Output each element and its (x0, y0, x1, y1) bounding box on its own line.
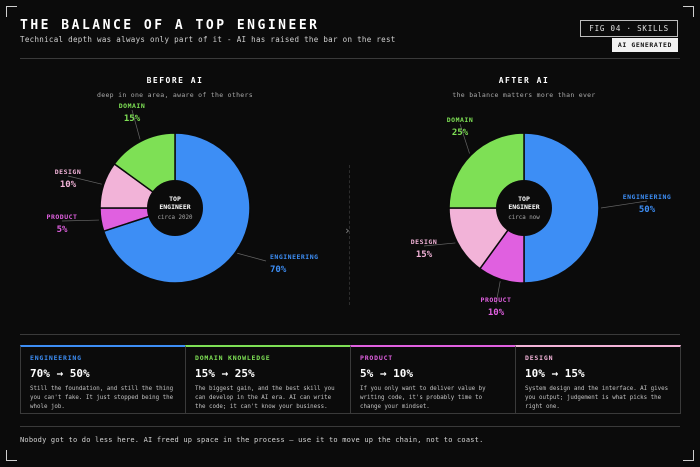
divider (20, 58, 680, 59)
slice-name-label: DESIGN (55, 168, 81, 176)
divider (20, 334, 680, 335)
center-label: TOP (518, 195, 530, 203)
panel-design: DESIGN 10% → 15% System design and the i… (515, 345, 681, 414)
after-ai-chart: AFTER AI the balance matters more than e… (374, 76, 674, 99)
slice-name-label: PRODUCT (481, 296, 512, 304)
center-sublabel: circa now (508, 215, 540, 221)
donut-hole (147, 180, 203, 236)
panel-title: PRODUCT (360, 354, 393, 362)
slice-value-label: 15% (124, 114, 141, 124)
center-label: ENGINEER (508, 203, 539, 211)
panel-title: DOMAIN KNOWLEDGE (195, 354, 271, 362)
pie-slice-engineering (523, 132, 600, 284)
panel-value: 5% → 10% (360, 367, 413, 380)
leader-line (61, 219, 99, 222)
leader-line (237, 252, 267, 262)
slice-value-label: 25% (452, 128, 469, 138)
panel-description: The biggest gain, and the best skill you… (195, 386, 335, 410)
figure-tag: FIG 04 · SKILLS (580, 20, 678, 37)
ai-generated-badge: AI GENERATED (611, 38, 678, 52)
slice-name-label: ENGINEERING (623, 193, 672, 201)
slice-name-label: DOMAIN (447, 116, 473, 124)
leader-line (495, 281, 501, 305)
corner-mark (683, 6, 694, 17)
chevron-right-icon: › (344, 224, 351, 237)
panel-value: 15% → 25% (195, 367, 255, 380)
slice-value-label: 10% (488, 308, 505, 318)
chart-subtitle: the balance matters more than ever (452, 91, 596, 99)
panel-value: 10% → 15% (525, 367, 585, 380)
corner-mark (683, 450, 694, 461)
leader-line (459, 123, 470, 154)
page-title: THE BALANCE OF A TOP ENGINEER (20, 18, 320, 33)
leader-line (423, 242, 456, 247)
donut-hole (496, 180, 552, 236)
panel-domain-knowledge: DOMAIN KNOWLEDGE 15% → 25% The biggest g… (185, 345, 351, 414)
leader-line (67, 175, 102, 185)
slice-name-label: ENGINEERING (270, 253, 319, 261)
before-ai-chart: BEFORE AI deep in one area, aware of the… (25, 76, 325, 99)
corner-mark (6, 450, 17, 461)
slice-value-label: 70% (270, 265, 287, 275)
panel-description: System design and the interface. AI give… (525, 386, 669, 410)
chart-subtitle: deep in one area, aware of the others (97, 91, 253, 99)
panel-description: If you only want to deliver value by wri… (360, 386, 486, 410)
center-label: ENGINEER (159, 203, 190, 211)
slice-name-label: DOMAIN (119, 102, 145, 110)
page-subtitle: Technical depth was always only part of … (20, 35, 396, 44)
panel-value: 70% → 50% (30, 367, 90, 380)
footer-note: Nobody got to do less here. AI freed up … (20, 436, 484, 444)
slice-value-label: 10% (60, 180, 77, 190)
slice-value-label: 15% (416, 250, 433, 260)
panel-engineering: ENGINEERING 70% → 50% Still the foundati… (20, 345, 186, 414)
slice-value-label: 50% (639, 205, 656, 215)
center-label: TOP (169, 195, 181, 203)
panel-title: DESIGN (525, 354, 554, 362)
leader-line (131, 109, 141, 140)
center-divider (349, 165, 350, 305)
panel-product: PRODUCT 5% → 10% If you only want to del… (350, 345, 516, 414)
slice-value-label: 5% (57, 225, 68, 235)
chart-title: BEFORE AI (146, 76, 204, 85)
leader-line (600, 200, 648, 209)
panel-title: ENGINEERING (30, 354, 82, 362)
slice-name-label: PRODUCT (47, 213, 78, 221)
chart-title: AFTER AI (498, 76, 550, 85)
skill-panels: ENGINEERING 70% → 50% Still the foundati… (20, 345, 681, 414)
corner-mark (6, 6, 17, 17)
slice-name-label: DESIGN (411, 238, 437, 246)
panel-description: Still the foundation, and still the thin… (30, 386, 174, 410)
divider (20, 426, 680, 427)
center-sublabel: circa 2020 (158, 215, 193, 221)
